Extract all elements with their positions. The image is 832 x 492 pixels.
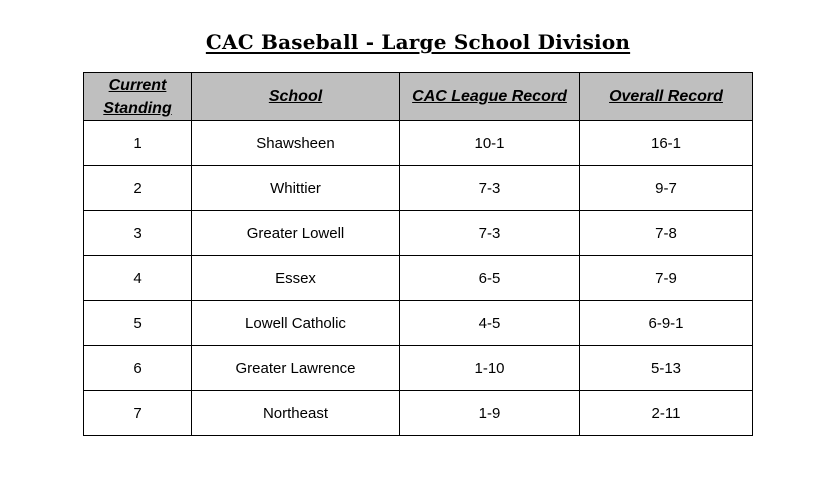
cell-overall-record: 9-7 <box>579 165 753 211</box>
page-title: CAC Baseball - Large School Division <box>205 30 631 54</box>
cell-league-record: 6-5 <box>399 255 580 301</box>
table-row: 3 Greater Lowell 7-3 7-8 <box>83 210 753 256</box>
cell-overall-record: 5-13 <box>579 345 753 391</box>
cell-overall-record: 7-8 <box>579 210 753 256</box>
cell-standing: 6 <box>83 345 192 391</box>
table-row: 7 Northeast 1-9 2-11 <box>83 390 753 436</box>
table-header-row: Current Standing School CAC League Record… <box>83 72 753 121</box>
cell-league-record: 7-3 <box>399 165 580 211</box>
cell-school: Shawsheen <box>191 120 400 166</box>
header-current-standing-line1: Current <box>108 76 167 94</box>
header-school: School <box>191 72 400 121</box>
cell-school: Greater Lawrence <box>191 345 400 391</box>
cell-standing: 5 <box>83 300 192 346</box>
cell-league-record: 4-5 <box>399 300 580 346</box>
table-row: 5 Lowell Catholic 4-5 6-9-1 <box>83 300 753 346</box>
cell-school: Essex <box>191 255 400 301</box>
cell-overall-record: 6-9-1 <box>579 300 753 346</box>
table-row: 6 Greater Lawrence 1-10 5-13 <box>83 345 753 391</box>
cell-standing: 7 <box>83 390 192 436</box>
table-row: 1 Shawsheen 10-1 16-1 <box>83 120 753 166</box>
header-overall-record: Overall Record <box>579 72 753 121</box>
cell-league-record: 1-9 <box>399 390 580 436</box>
standings-table: Current Standing School CAC League Record… <box>83 72 753 436</box>
cell-league-record: 7-3 <box>399 210 580 256</box>
header-current-standing: Current Standing <box>83 72 192 121</box>
cell-overall-record: 16-1 <box>579 120 753 166</box>
cell-standing: 1 <box>83 120 192 166</box>
cell-overall-record: 7-9 <box>579 255 753 301</box>
table-row: 4 Essex 6-5 7-9 <box>83 255 753 301</box>
cell-league-record: 10-1 <box>399 120 580 166</box>
cell-school: Northeast <box>191 390 400 436</box>
cell-overall-record: 2-11 <box>579 390 753 436</box>
cell-standing: 2 <box>83 165 192 211</box>
header-league-record: CAC League Record <box>399 72 580 121</box>
cell-standing: 4 <box>83 255 192 301</box>
cell-standing: 3 <box>83 210 192 256</box>
cell-school: Lowell Catholic <box>191 300 400 346</box>
cell-school: Greater Lowell <box>191 210 400 256</box>
cell-league-record: 1-10 <box>399 345 580 391</box>
cell-school: Whittier <box>191 165 400 211</box>
header-current-standing-line2: Standing <box>103 99 172 117</box>
table-row: 2 Whittier 7-3 9-7 <box>83 165 753 211</box>
